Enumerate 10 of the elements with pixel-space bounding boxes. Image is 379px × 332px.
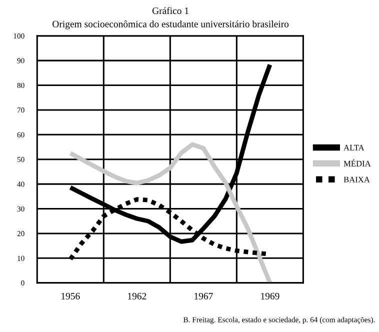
chart-title: Gráfico 1 bbox=[152, 7, 188, 14]
x-tick-label: 1969 bbox=[261, 292, 280, 300]
line-series bbox=[68, 142, 272, 283]
x-tick-label: 1956 bbox=[62, 292, 80, 300]
legend-label: BAIXA bbox=[344, 176, 370, 182]
x-tick-label: 1962 bbox=[128, 292, 146, 300]
legend-label: MÉDIA bbox=[344, 159, 371, 166]
legend-label: ALTA bbox=[344, 144, 364, 150]
x-tick-label: 1967 bbox=[194, 292, 213, 300]
chart-subtitle: Origem socioeconômica do estudante universitário brasileiro bbox=[52, 20, 289, 30]
